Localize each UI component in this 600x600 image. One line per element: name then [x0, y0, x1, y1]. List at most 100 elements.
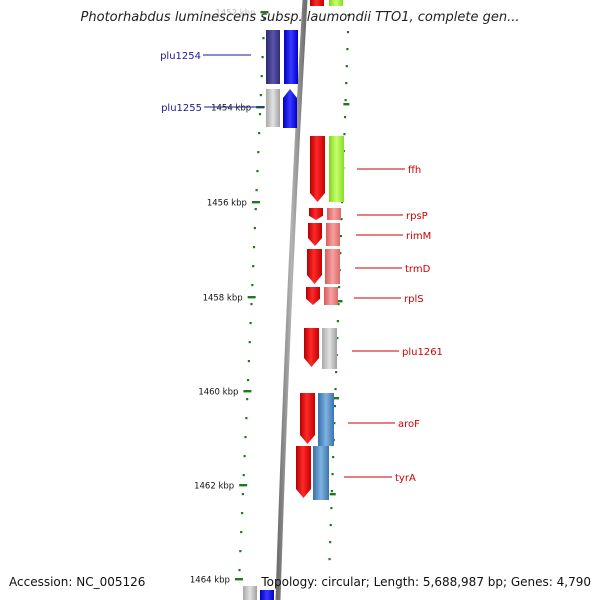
gene-label-aroF[interactable]: aroF: [398, 419, 420, 430]
ring-dot-right: [330, 490, 334, 493]
ring-dot-right: [330, 507, 333, 510]
gene-label-rplS[interactable]: rplS: [404, 294, 424, 305]
ring-dot-left: [257, 151, 260, 154]
gene-aroF-right[interactable]: [318, 393, 334, 446]
ring-dot-right: [346, 31, 350, 34]
ring-dot-right: [346, 48, 349, 51]
scale-tick-label: 1462 kbp: [194, 482, 234, 492]
gene-aroF-left[interactable]: [300, 393, 315, 444]
ring-dot-left: [250, 303, 253, 306]
ring-dot-left: [254, 208, 257, 211]
ring-dot-right: [336, 320, 339, 323]
scale-tick-label: 1458 kbp: [203, 294, 243, 304]
ring-dot-right: [344, 99, 347, 102]
gene-bottom-grey[interactable]: [243, 586, 257, 600]
ring-dot-left: [238, 569, 241, 572]
accession-text: Accession: NC_005126: [9, 575, 146, 589]
gene-ffh-left[interactable]: [310, 136, 325, 202]
gene-label-rpsP[interactable]: rpsP: [406, 211, 428, 222]
gene-tyrA-left[interactable]: [296, 446, 311, 498]
gene-top-green[interactable]: [329, 0, 343, 6]
ring-dot-right: [339, 252, 342, 255]
ring-dot-left: [259, 94, 262, 97]
right-ring-tick: [333, 397, 340, 400]
ring-dot-left: [247, 360, 250, 363]
gene-rpsP-left[interactable]: [309, 208, 323, 220]
ring-dot-left: [252, 265, 255, 268]
ring-dot-left: [256, 170, 259, 173]
scale-tick: [243, 390, 252, 393]
right-ring-tick: [329, 493, 336, 496]
ring-dot-right: [332, 456, 335, 459]
gene-plu1255-left[interactable]: [266, 89, 280, 127]
ring-dot-right: [333, 422, 336, 425]
scale-tick: [251, 201, 260, 204]
ring-dot-left: [246, 398, 249, 401]
ring-dot-right: [345, 82, 348, 85]
ring-dot-left: [249, 322, 252, 325]
ring-dot-left: [243, 455, 246, 458]
ring-dot-right: [339, 235, 342, 238]
gene-rpsP-right[interactable]: [327, 208, 341, 220]
ring-dot-right: [333, 405, 337, 408]
ring-dot-right: [340, 201, 344, 204]
ring-dot-left: [242, 474, 245, 477]
gene-rplS-right[interactable]: [324, 287, 338, 305]
ring-dot-right: [347, 14, 350, 17]
ring-dot-left: [240, 512, 244, 515]
gene-label-plu1254[interactable]: plu1254: [160, 51, 201, 62]
ring-dot-right: [329, 524, 332, 527]
ring-dot-left: [240, 531, 243, 534]
gene-plu1254-left[interactable]: [266, 30, 280, 84]
ring-dot-right: [328, 558, 331, 561]
ring-dot-left: [245, 417, 248, 420]
gene-trmD-right[interactable]: [325, 249, 340, 284]
ring-dot-left: [239, 550, 242, 553]
gene-label-tyrA[interactable]: tyrA: [395, 473, 416, 484]
ring-dot-right: [345, 65, 348, 68]
ring-dot-left: [261, 56, 264, 59]
right-ring-tick: [343, 103, 350, 106]
ring-dot-left: [258, 132, 261, 135]
ring-dot-right: [335, 371, 338, 374]
gene-bottom-blue[interactable]: [260, 590, 274, 600]
gene-plu1254-right[interactable]: [284, 30, 298, 84]
gene-trmD-left[interactable]: [307, 249, 322, 284]
scale-tick: [247, 296, 256, 299]
ring-dot-right: [329, 541, 332, 544]
scale-tick-label: 1452 kbp: [215, 9, 255, 19]
ring-dot-left: [248, 341, 251, 344]
ring-dot-left: [252, 246, 256, 249]
gene-rimM-right[interactable]: [326, 223, 340, 246]
scale-tick: [234, 578, 243, 581]
ring-dot-right: [343, 133, 346, 136]
scale-tick-label: 1460 kbp: [198, 388, 238, 398]
gene-label-rimM[interactable]: rimM: [406, 231, 431, 242]
ring-dot-right: [343, 116, 347, 119]
gene-label-plu1255[interactable]: plu1255: [161, 103, 202, 114]
gene-plu1261-left[interactable]: [304, 328, 319, 367]
gene-plu1255-right[interactable]: [283, 89, 297, 128]
gene-label-trmD[interactable]: trmD: [405, 264, 431, 275]
right-ring-tick: [336, 300, 343, 303]
gene-ffh-right[interactable]: [329, 136, 344, 202]
gene-label-ffh[interactable]: ffh: [408, 165, 421, 176]
gene-rimM-left[interactable]: [308, 223, 322, 246]
genome-backbone: [275, 0, 308, 600]
gene-top-red[interactable]: [310, 0, 324, 6]
ring-dot-right: [337, 286, 341, 289]
ring-dot-left: [253, 227, 256, 230]
gene-label-plu1261[interactable]: plu1261: [402, 347, 443, 358]
ring-dot-left: [255, 189, 258, 192]
gene-rplS-left[interactable]: [306, 287, 320, 305]
scale-tick-label: 1454 kbp: [211, 104, 251, 114]
ring-dot-right: [340, 218, 343, 221]
gene-tyrA-right[interactable]: [313, 446, 329, 500]
gene-plu1261-right[interactable]: [322, 328, 337, 369]
ring-dot-left: [262, 37, 265, 40]
map-title: Photorhabdus luminescens subsp. laumondi…: [80, 10, 520, 25]
ring-dot-right: [336, 337, 339, 340]
ring-dot-right: [337, 303, 340, 306]
scale-tick-label: 1456 kbp: [207, 199, 247, 209]
